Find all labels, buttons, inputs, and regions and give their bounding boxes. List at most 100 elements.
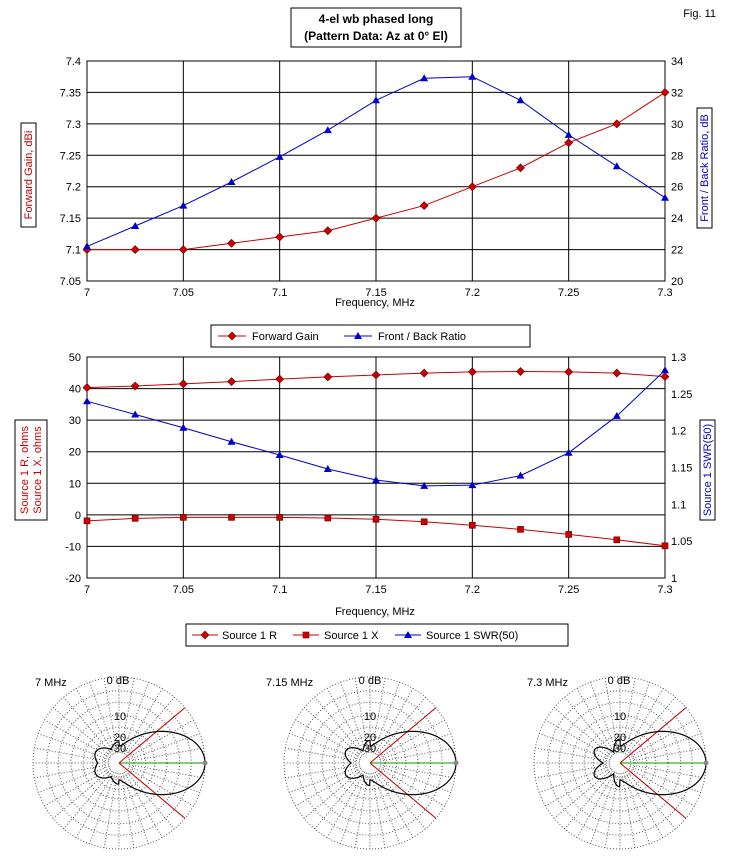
x-tick-label: 7.3: [657, 287, 672, 299]
chart1-series: [82, 72, 670, 254]
polar-ring-label-20: 20: [364, 732, 376, 744]
polar-spoke: [129, 747, 204, 762]
polar-spoke: [38, 733, 110, 760]
data-point-source-1-r: [227, 377, 236, 387]
polar-ring-label-0db: 0 dB: [608, 675, 631, 687]
polar-spoke: [590, 772, 617, 844]
data-point-source-1-x: [517, 526, 524, 533]
chart1-tick-labels: 7 7.05 7.1 7.15 7.2 7.25 7.37.057.17.157.27.25…: [60, 56, 684, 299]
polar-ring-label-30: 30: [364, 743, 376, 755]
y-right-tick-label: 1.3: [671, 352, 686, 364]
data-point-source-1-swr-50: [516, 471, 525, 479]
y-left-tick-label: -20: [65, 573, 81, 585]
x-tick-label: 7.25: [558, 584, 579, 596]
data-point-source-1-swr-50: [275, 450, 284, 458]
y-left-tick-label: -10: [65, 541, 81, 553]
polar-spoke: [545, 719, 612, 759]
polar-spoke: [378, 767, 445, 807]
data-point-source-1-swr-50: [661, 366, 669, 374]
polar-spoke: [564, 770, 614, 830]
polar-spoke: [289, 733, 361, 760]
polar-spoke: [374, 771, 414, 838]
polar-spoke: [628, 767, 695, 807]
y-right-tick-label: 1.25: [671, 389, 692, 401]
polar-spoke: [380, 747, 455, 762]
y-left-tick-label: 40: [69, 384, 81, 396]
data-point-source-1-swr-50: [83, 397, 91, 405]
data-point-source-1-x: [276, 514, 283, 521]
y-right-tick-label: 34: [671, 56, 683, 68]
y-right-tick-label: 20: [671, 276, 683, 288]
polar-spoke: [289, 766, 361, 793]
chart1-subtitle: (Pattern Data: Az at 0° El): [304, 29, 448, 43]
chart2-left-label-box: [14, 419, 48, 521]
legend-forward-gain-label: Forward Gain: [252, 331, 319, 343]
polar-spoke: [314, 696, 364, 756]
data-point-source-1-swr-50: [227, 437, 236, 445]
half-power-beamwidth-line: [619, 707, 687, 764]
chart2-legend: Source 1 R Source 1 X Source 1 SWR(50): [185, 623, 569, 647]
y-right-tick-label: 1.05: [671, 536, 692, 548]
x-tick-label: 7.1: [272, 287, 287, 299]
y-left-tick-label: 20: [69, 447, 81, 459]
polar-ring-label-30: 30: [614, 743, 626, 755]
x-tick-label: 7.05: [173, 584, 194, 596]
polar-spoke: [626, 696, 676, 756]
polar-spoke: [539, 733, 611, 760]
polar-spoke: [604, 773, 619, 848]
legend-front-back-label: Front / Back Ratio: [378, 331, 466, 343]
polar-spoke: [129, 764, 204, 779]
impedance-swr-chart: 7 7.05 7.1 7.15 7.2 7.25 7.3 -20 -10 0 10 20 30 40 50 1…: [14, 352, 716, 647]
data-point-source-1-r: [564, 367, 574, 377]
polar-spoke: [621, 678, 636, 753]
data-point-forward-gain: [130, 245, 140, 254]
chart2-legend-box: [185, 623, 569, 647]
polar-max-gain-dot: [703, 760, 709, 766]
data-point-source-1-r: [467, 367, 477, 377]
data-point-source-1-swr-50: [179, 423, 188, 431]
x-tick-label: 7.1: [272, 584, 287, 596]
y-right-tick-label: 26: [671, 182, 683, 194]
polar-spoke: [123, 771, 163, 838]
y-right-tick-label: 1: [671, 573, 677, 585]
data-point-source-1-r: [323, 372, 333, 382]
data-point-source-1-r: [275, 374, 285, 384]
data-point-front-back-ratio: [372, 96, 380, 104]
data-point-source-1-swr-50: [372, 476, 380, 484]
polar-spoke: [628, 719, 695, 759]
data-point-source-1-x: [565, 531, 572, 538]
chart2-series: [82, 366, 670, 550]
polar-spoke: [125, 696, 175, 756]
polar-spoke: [376, 770, 426, 830]
radiation-pattern-trace: [94, 730, 206, 796]
y-left-tick-label: 7.25: [60, 150, 81, 162]
legend-front-back-marker: [354, 332, 362, 339]
polar-spoke: [52, 707, 112, 757]
half-power-beamwidth-line: [369, 762, 437, 819]
data-point-source-1-r: [178, 379, 188, 389]
data-point-source-1-r: [660, 372, 670, 381]
legend-source-swr-label: Source 1 SWR(50): [426, 630, 518, 642]
gain-fb-chart: 4-el wb phased long (Pattern Data: Az at…: [20, 7, 713, 348]
data-point-front-back-ratio: [275, 152, 284, 160]
legend-forward-gain-marker: [227, 331, 237, 341]
data-point-forward-gain: [660, 88, 670, 97]
polar-spoke: [340, 772, 367, 844]
chart1-title: 4-el wb phased long: [319, 12, 434, 26]
x-tick-label: 7: [84, 287, 90, 299]
polar-freq-label: 7.3 MHz: [527, 677, 568, 689]
y-right-tick-label: 1.2: [671, 426, 686, 438]
data-point-front-back-ratio: [468, 72, 477, 80]
polar-ring-label-20: 20: [114, 732, 126, 744]
data-point-front-back-ratio: [323, 126, 332, 134]
y-right-tick-label: 30: [671, 119, 683, 131]
polar-spoke: [89, 772, 116, 844]
polar-spoke: [44, 719, 111, 759]
y-right-tick-label: 1.15: [671, 463, 692, 475]
data-point-source-1-x: [469, 521, 476, 529]
polar-spoke: [127, 719, 194, 759]
polar-ring-label-10: 10: [614, 711, 626, 723]
polar-ring-label-30: 30: [114, 743, 126, 755]
polar-spoke: [376, 696, 426, 756]
